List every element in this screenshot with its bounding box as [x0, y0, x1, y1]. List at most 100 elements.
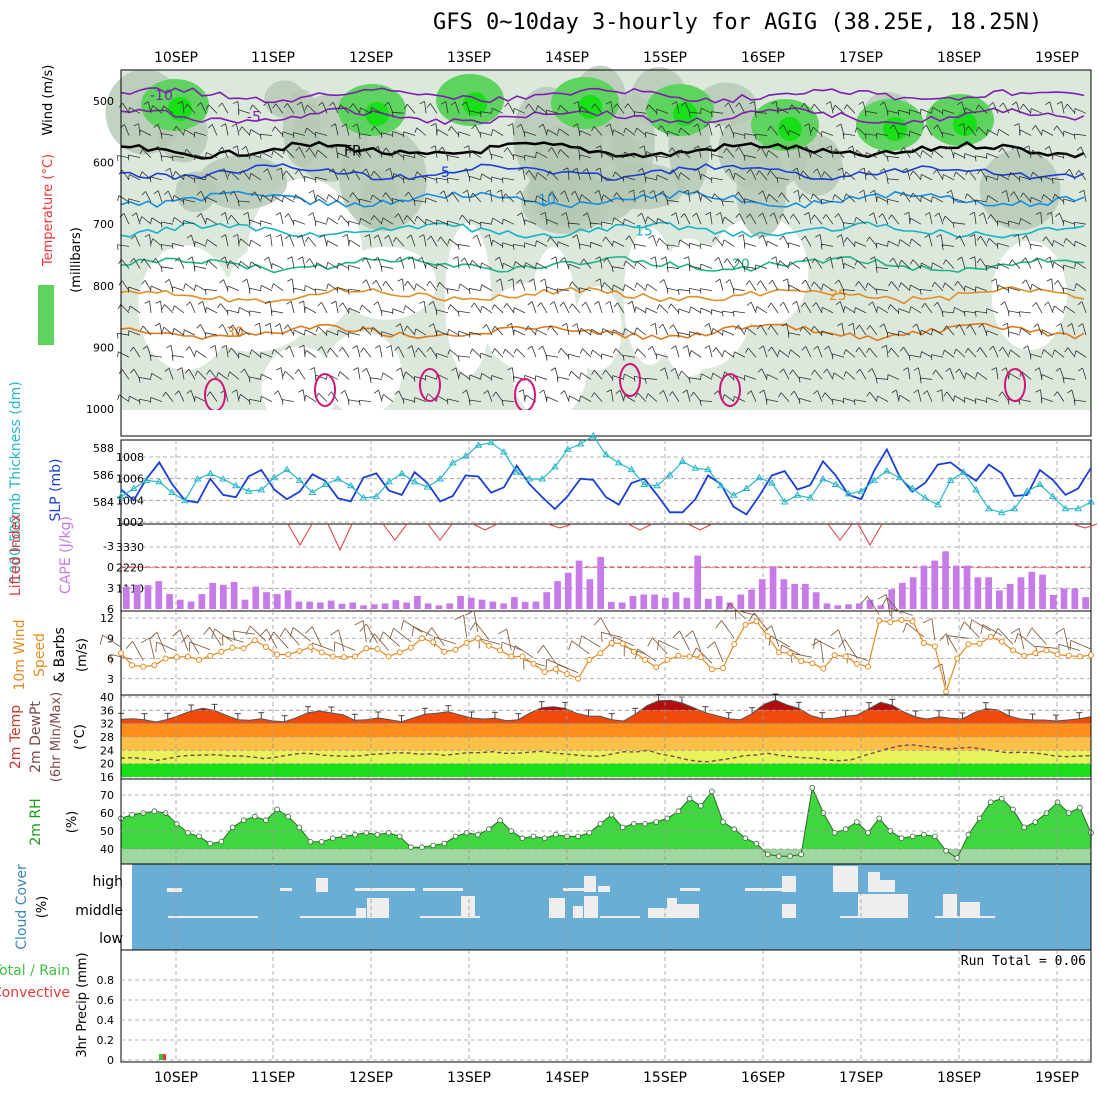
wind-barb-feather — [625, 235, 630, 240]
wind-barb — [782, 235, 790, 247]
wind-barb — [783, 368, 790, 380]
wind-barb-feather — [211, 628, 215, 639]
wind-barb-feather — [766, 241, 768, 247]
wind-barb — [942, 132, 955, 136]
wind-barb — [843, 263, 856, 269]
wind-barb-feather — [425, 262, 427, 269]
wind-barb-feather — [547, 236, 551, 242]
wind-barb — [145, 191, 152, 203]
wind-barb-feather — [777, 260, 781, 266]
wind-barb — [395, 237, 405, 247]
wind-barb-feather — [633, 111, 636, 118]
wind-barb-feather — [579, 194, 582, 200]
wind-barb — [813, 281, 823, 291]
wind-barb — [522, 168, 526, 180]
wind-barb-feather — [976, 347, 981, 353]
wind-barb — [334, 641, 356, 651]
wind-barb-feather — [693, 145, 699, 149]
wind-barb-feather — [842, 289, 845, 295]
y-tick-label: 584 — [93, 496, 114, 509]
wind-barb-feather — [886, 178, 889, 185]
wind-barb-feather — [975, 104, 979, 110]
thickness-marker — [1036, 480, 1044, 487]
wind-barb-feather — [634, 327, 637, 333]
temperature-contour-label: 25 — [829, 288, 847, 304]
wind-barb — [912, 148, 922, 158]
wind-barb — [285, 148, 295, 158]
wind-barb-feather — [471, 124, 476, 130]
wind-barb-feather — [582, 168, 588, 173]
wind-barb — [474, 124, 482, 136]
wind-barb-feather — [678, 149, 682, 155]
panel-label: (%) — [65, 811, 80, 834]
wind-barb-feather — [920, 330, 922, 336]
wind-barb-feather — [921, 303, 926, 308]
wind-barb-feather — [879, 101, 885, 106]
rh2m-marker — [932, 833, 938, 840]
thickness-marker — [678, 457, 687, 464]
wind-barb-feather — [298, 300, 304, 304]
wind-barb — [855, 216, 867, 225]
wind-barb-feather — [414, 127, 418, 133]
panel-frame — [120, 949, 1092, 1063]
wind-barb — [536, 262, 548, 269]
wind-barb-feather — [975, 372, 978, 378]
wind-barb — [502, 218, 515, 225]
rh2m-marker — [586, 829, 593, 836]
wind-barb-feather — [360, 147, 365, 153]
wind-barb-feather — [568, 640, 573, 651]
wind-barb — [227, 309, 240, 314]
wind-barb — [528, 169, 537, 181]
wind-barb — [932, 107, 944, 114]
wind-barb — [481, 262, 493, 269]
wind-barb-feather — [513, 307, 515, 314]
wind-barb-feather — [623, 127, 627, 134]
thickness-marker — [372, 492, 381, 500]
cape-bar — [715, 596, 723, 609]
wind-barb — [129, 107, 141, 114]
rh2m-marker — [185, 829, 191, 836]
wind-barb-feather — [812, 168, 818, 173]
wind-barb — [447, 177, 460, 181]
wind-barb — [1010, 172, 1021, 181]
wind-barb-feather — [380, 132, 383, 139]
lifted-index-line — [472, 523, 498, 531]
wind-barb-feather — [426, 347, 431, 352]
wind-barb — [799, 376, 812, 380]
wind-barb — [679, 630, 690, 651]
wind-barb-feather — [733, 396, 735, 402]
wind-barb — [945, 633, 958, 653]
rh2m-marker — [619, 824, 626, 831]
wind-barb — [903, 147, 911, 158]
wind-barb-feather — [406, 234, 412, 239]
wind-barb-feather — [634, 306, 637, 313]
wind-barb-feather — [183, 174, 185, 180]
wind-barb — [536, 151, 548, 159]
wind-barb-feather — [370, 170, 375, 177]
wind-barb — [464, 257, 471, 269]
wind-barb — [205, 332, 218, 336]
wind-barb-feather — [821, 283, 824, 290]
wind-barb-feather — [877, 594, 887, 600]
wind-barb-feather — [507, 123, 513, 127]
thickness-marker — [563, 445, 572, 452]
wind-barb-feather — [142, 345, 148, 350]
wind-barb — [1041, 374, 1054, 380]
wind-barb — [434, 145, 438, 158]
rh2m-marker — [720, 819, 726, 825]
wind-barb — [423, 234, 427, 247]
wind-barb-feather — [359, 107, 361, 114]
wind-barb-feather — [777, 108, 779, 114]
wind-barb — [353, 169, 361, 181]
wind-barb-feather — [337, 104, 341, 110]
wind-barb-feather — [734, 324, 739, 330]
wind-barb-feather — [758, 345, 764, 350]
wind-barb-feather — [513, 348, 517, 354]
wind-barb-feather — [352, 123, 358, 128]
wind10-label-c: & Barbs — [52, 627, 68, 683]
wind-barb — [429, 103, 438, 114]
wind-barb-feather — [969, 619, 973, 630]
wind-barb — [315, 374, 328, 380]
wind-barb-feather — [825, 101, 831, 105]
wind-speed-marker — [485, 642, 492, 649]
